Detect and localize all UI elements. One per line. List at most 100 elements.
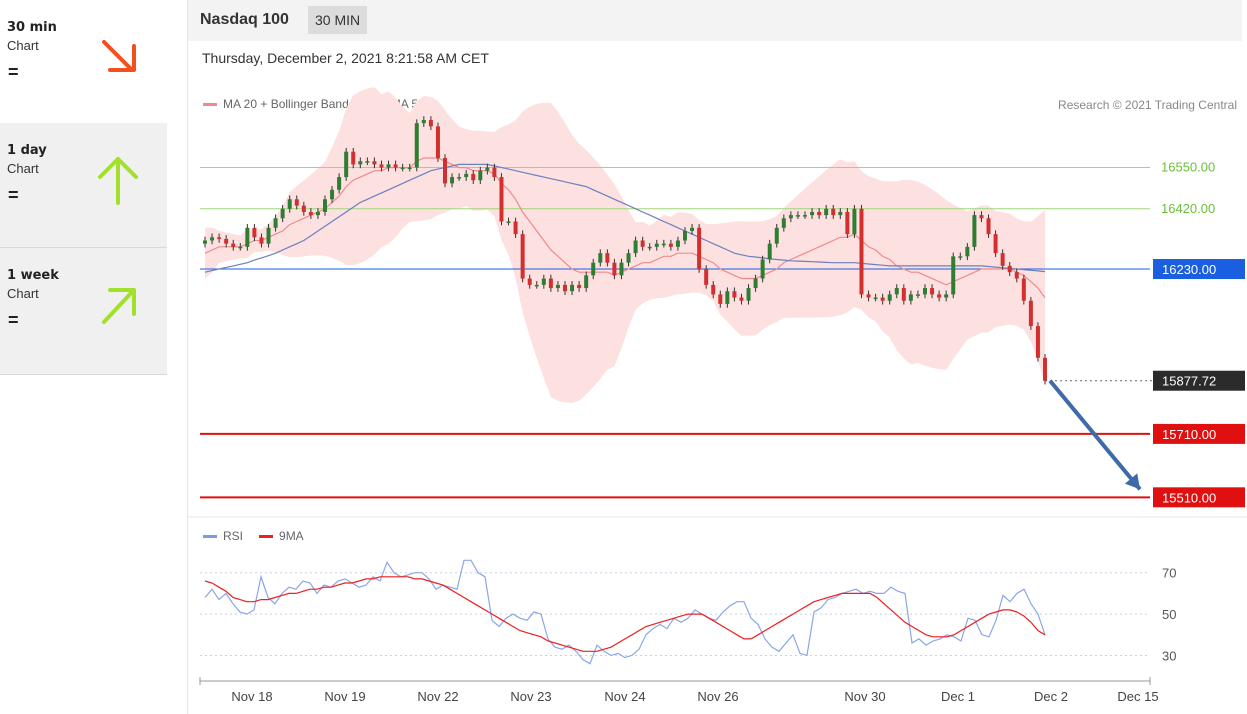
projection-arrow-head [1124, 473, 1140, 490]
rsi-tick-label: 50 [1162, 607, 1176, 622]
candle-body [619, 262, 624, 276]
timeframe-title: 30 min [7, 20, 57, 35]
level-label-15510.00: 15510.00 [1162, 490, 1216, 505]
level-label-16420.00: 16420.00 [1161, 201, 1215, 216]
candle-body [944, 294, 949, 298]
candle-body [471, 173, 476, 181]
level-tag-15877.72 [1153, 370, 1245, 391]
candle-body [873, 297, 878, 300]
candle-body [803, 215, 807, 217]
timeframe-subtitle: Chart [7, 38, 39, 53]
candle-body [478, 170, 483, 181]
candle-body [718, 294, 723, 304]
candle-body [428, 120, 433, 127]
candle-body [513, 221, 518, 235]
x-tick-label: Dec 2 [1034, 689, 1068, 704]
period-selector[interactable]: 30 MIN [308, 6, 368, 34]
legend-label: RSI [223, 529, 244, 543]
candle-body [294, 199, 299, 206]
candle-body [485, 167, 490, 171]
timeframe-card-1day[interactable]: 1 day Chart = [0, 123, 167, 248]
level-tag-16230.00 [1153, 259, 1245, 280]
candle-body [330, 189, 335, 200]
candle-body [217, 237, 222, 239]
candle-body [626, 253, 631, 263]
candle-body [647, 246, 652, 249]
legend-item-ma20: MA 20 + Bollinger Bands [203, 97, 355, 111]
candle-body [852, 208, 857, 235]
timeframe-card-30min[interactable]: 30 min Chart = [0, 0, 167, 125]
candle-body [908, 294, 913, 301]
time-axis: Nov 18 Nov 19 Nov 22 Nov 23 Nov 24 Nov 26 Nov … [199, 677, 1159, 704]
candle-body [591, 262, 596, 276]
candle-body [958, 256, 963, 258]
candle-body [315, 211, 320, 216]
candle-body [238, 246, 243, 249]
price-legend: MA 20 + Bollinger Bands MA 50 [203, 97, 441, 111]
candle-body [838, 211, 843, 216]
candle-body [492, 167, 497, 178]
candle-body [266, 227, 271, 244]
candle-body [972, 215, 977, 247]
copyright-notice: Research © 2021 Trading Central [1058, 98, 1237, 112]
arrow-up-right-icon [102, 288, 136, 324]
moving-averages [204, 157, 1046, 298]
candle-body [760, 259, 765, 279]
level-tag-15510.00 [1153, 487, 1245, 508]
candle-body [817, 211, 822, 216]
legend-label: MA 20 + Bollinger Bands [223, 97, 355, 111]
candle-body [633, 240, 638, 254]
rsi-9ma-line [204, 576, 1046, 652]
timeframe-title: 1 day [7, 143, 47, 158]
candle-body [273, 218, 278, 228]
candle-body [993, 234, 998, 254]
candle-body [739, 297, 744, 301]
candle-body [774, 227, 779, 244]
candle-body [1007, 265, 1012, 273]
candlesticks [203, 116, 1047, 385]
candle-body [965, 246, 970, 257]
timeframe-card-1week[interactable]: 1 week Chart = [0, 248, 167, 375]
candle-body [372, 161, 377, 165]
candle-body [464, 173, 469, 178]
legend-label: MA 50 [390, 97, 425, 111]
x-tick-label: Dec 15 [1117, 689, 1158, 704]
bollinger-band [205, 87, 1045, 403]
candle-body [866, 294, 871, 298]
legend-item-rsi: RSI [203, 529, 243, 543]
candle-body [210, 237, 215, 241]
candle-body [365, 161, 370, 163]
x-tick-label: Dec 1 [941, 689, 975, 704]
candle-body [887, 294, 892, 301]
rsi-legend: RSI 9MA [203, 529, 320, 543]
level-tag-15710.00 [1153, 423, 1245, 444]
price-levels [200, 167, 1152, 499]
level-label-16550.00: 16550.00 [1161, 160, 1215, 175]
candle-body [746, 288, 751, 301]
candle-body [443, 158, 447, 184]
arrow-up-icon [98, 157, 138, 205]
candle-body [570, 284, 575, 292]
candle-body [690, 227, 695, 231]
ma50-line [204, 163, 1046, 273]
candle-body [280, 208, 285, 219]
projection-arrow-shaft [1048, 379, 1142, 491]
instrument-title: Nasdaq 100 [200, 11, 289, 28]
candle-body [986, 218, 991, 235]
candle-body [1000, 253, 1005, 266]
x-tick-label: Nov 24 [604, 689, 645, 704]
arrow-down-right-icon [102, 40, 136, 72]
candle-body [923, 288, 927, 295]
signal-label: = [8, 310, 19, 330]
candle-body [711, 284, 716, 295]
candle-body [308, 211, 313, 216]
candle-body [407, 167, 412, 170]
candle-body [901, 288, 906, 301]
x-tick-label: Nov 23 [510, 689, 551, 704]
rsi-tick-label: 70 [1162, 566, 1176, 581]
candle-body [344, 151, 349, 178]
rsi-tick-label: 30 [1162, 648, 1176, 663]
x-tick-label: Nov 18 [231, 689, 272, 704]
rsi-line [204, 559, 1046, 665]
x-tick-label: Nov 30 [844, 689, 885, 704]
